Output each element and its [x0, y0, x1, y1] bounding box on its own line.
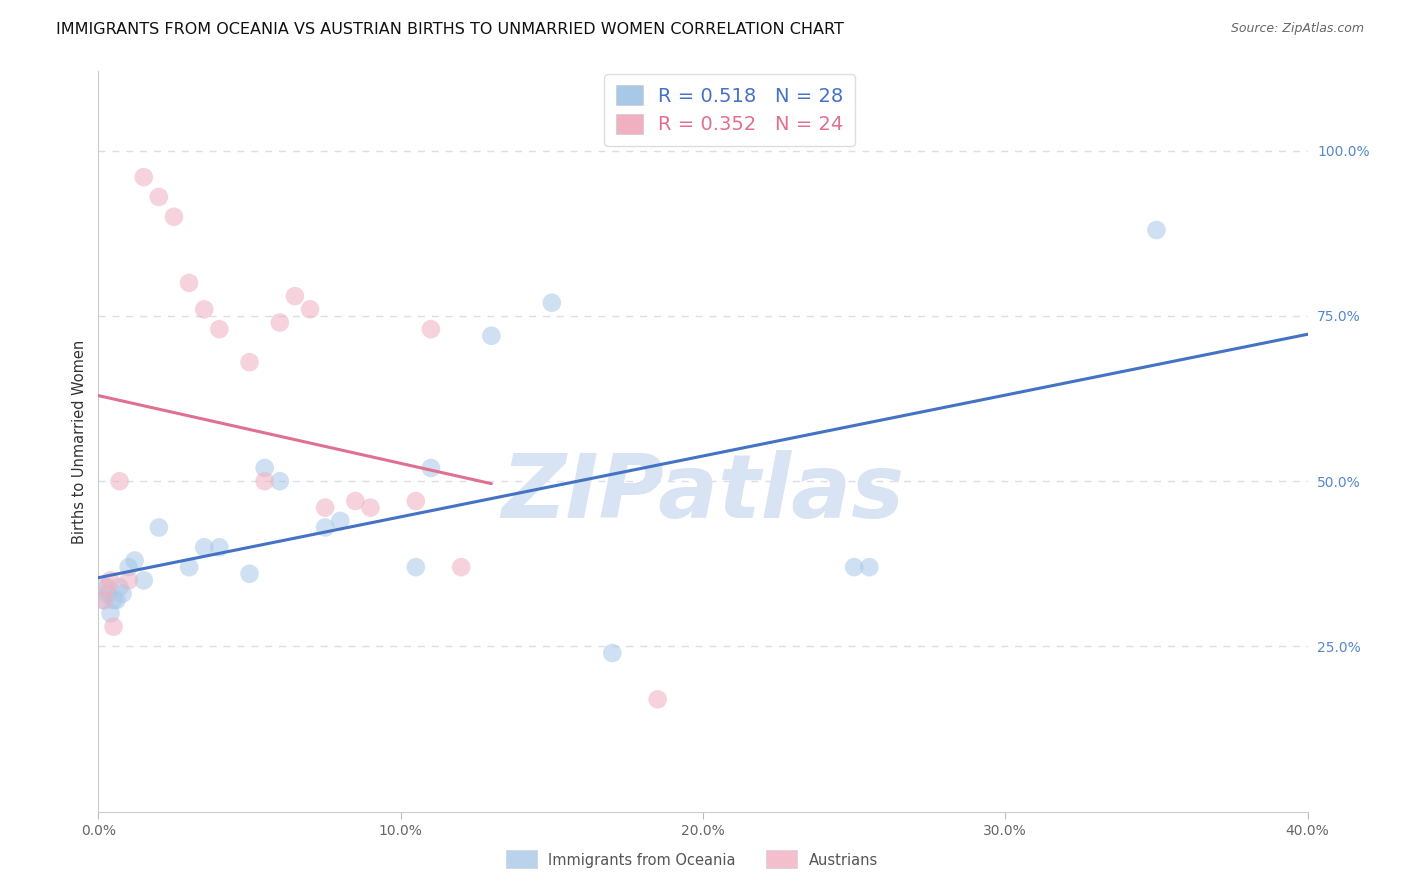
Point	[858, 560, 880, 574]
Point	[360, 500, 382, 515]
Point	[540, 295, 562, 310]
Point	[96, 586, 118, 600]
Legend: R = 0.518   N = 28, R = 0.352   N = 24: R = 0.518 N = 28, R = 0.352 N = 24	[605, 74, 855, 146]
Point	[111, 586, 134, 600]
Point	[602, 646, 624, 660]
Point	[481, 328, 503, 343]
Point	[193, 541, 215, 555]
Point	[179, 560, 201, 574]
Point	[163, 210, 186, 224]
Point	[239, 566, 262, 581]
Point	[314, 500, 336, 515]
Point	[405, 560, 427, 574]
Point	[103, 593, 125, 607]
Point	[299, 302, 322, 317]
Point	[103, 619, 125, 633]
Point	[239, 355, 262, 369]
Point	[91, 593, 114, 607]
Point	[100, 607, 122, 621]
Point	[193, 302, 215, 317]
Point	[269, 316, 291, 330]
Point	[844, 560, 866, 574]
Point	[132, 574, 155, 588]
Point	[148, 520, 170, 534]
Text: Immigrants from Oceania: Immigrants from Oceania	[548, 854, 735, 868]
Point	[148, 190, 170, 204]
Point	[647, 692, 669, 706]
Point	[253, 461, 276, 475]
Point	[208, 541, 231, 555]
Point	[93, 593, 115, 607]
Text: ZIPatlas: ZIPatlas	[502, 450, 904, 537]
Point	[284, 289, 307, 303]
Point	[105, 593, 128, 607]
Text: Source: ZipAtlas.com: Source: ZipAtlas.com	[1230, 22, 1364, 36]
Point	[132, 170, 155, 185]
Point	[118, 574, 141, 588]
Point	[208, 322, 231, 336]
Y-axis label: Births to Unmarried Women: Births to Unmarried Women	[72, 340, 87, 543]
Text: IMMIGRANTS FROM OCEANIA VS AUSTRIAN BIRTHS TO UNMARRIED WOMEN CORRELATION CHART: IMMIGRANTS FROM OCEANIA VS AUSTRIAN BIRT…	[56, 22, 844, 37]
Point	[108, 474, 131, 488]
Point	[124, 553, 146, 567]
Point	[100, 574, 122, 588]
Point	[420, 322, 443, 336]
Point	[314, 520, 336, 534]
Point	[108, 580, 131, 594]
Point	[269, 474, 291, 488]
Point	[450, 560, 472, 574]
Point	[253, 474, 276, 488]
Point	[344, 494, 367, 508]
Point	[118, 560, 141, 574]
Point	[93, 580, 115, 594]
Point	[405, 494, 427, 508]
Point	[179, 276, 201, 290]
Point	[96, 580, 118, 594]
Point	[1146, 223, 1168, 237]
Text: Austrians: Austrians	[808, 854, 877, 868]
Point	[329, 514, 352, 528]
Point	[420, 461, 443, 475]
